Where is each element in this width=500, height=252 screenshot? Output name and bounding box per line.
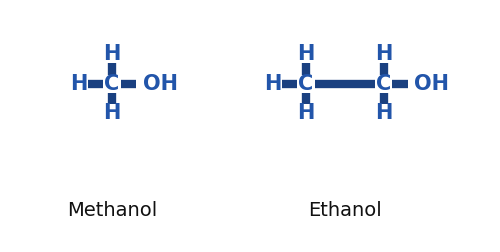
Text: H: H <box>375 103 392 123</box>
Text: C: C <box>298 74 314 94</box>
Text: OH: OH <box>143 74 178 94</box>
Text: H: H <box>298 103 314 123</box>
Text: H: H <box>375 44 392 65</box>
Text: C: C <box>104 74 120 94</box>
Text: H: H <box>104 44 121 65</box>
Text: H: H <box>298 44 314 65</box>
Text: Methanol: Methanol <box>67 201 157 220</box>
Text: H: H <box>264 74 282 94</box>
Text: C: C <box>376 74 391 94</box>
Text: H: H <box>104 103 121 123</box>
Text: Ethanol: Ethanol <box>308 201 382 220</box>
Text: H: H <box>70 74 88 94</box>
Text: OH: OH <box>414 74 450 94</box>
